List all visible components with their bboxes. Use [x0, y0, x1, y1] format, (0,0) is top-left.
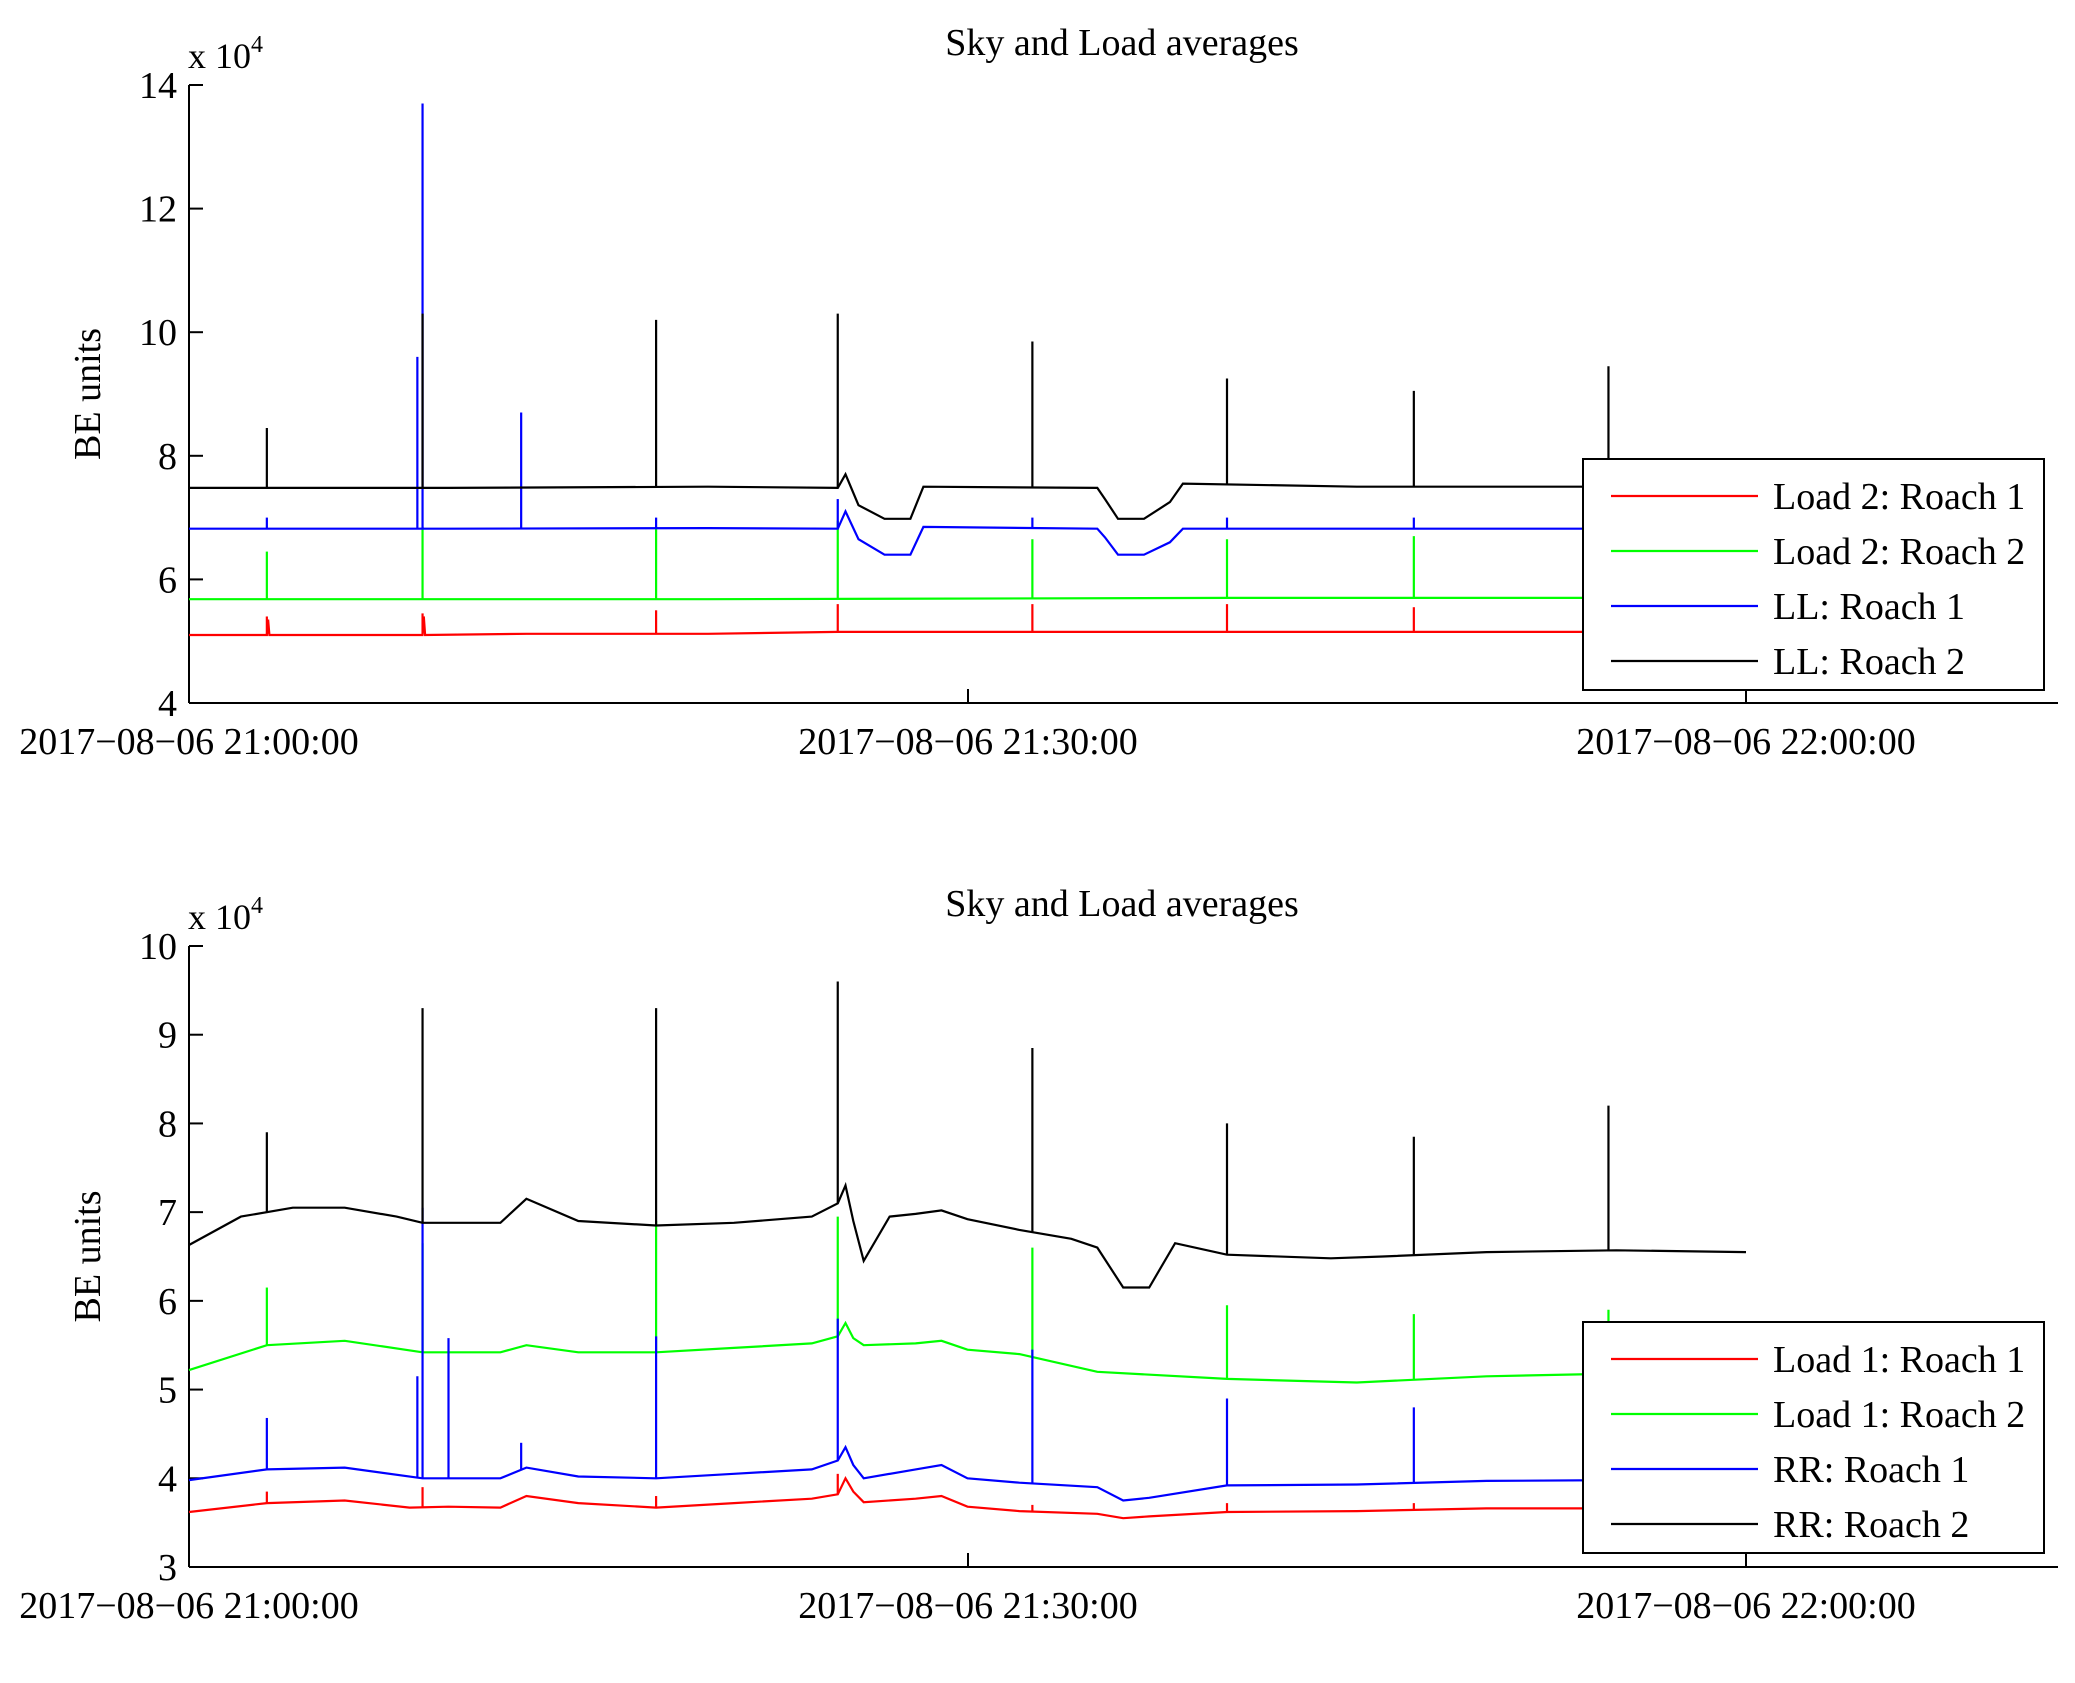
series-line	[188, 1320, 1746, 1384]
series-line	[189, 596, 1746, 601]
series-line	[189, 508, 1746, 556]
y-tick-label: 4	[158, 683, 177, 725]
x-tick-label: 2017−08−06 21:00:00	[19, 1585, 358, 1627]
chart-title: Sky and Load averages	[945, 883, 1299, 925]
series-line	[188, 1475, 1747, 1520]
x-tick-label: 2017−08−06 21:30:00	[798, 1585, 1137, 1627]
y-multiplier-exponent: 4	[251, 32, 263, 58]
legend-label: Load 1: Roach 2	[1773, 1394, 2025, 1436]
y-tick-label: 9	[158, 1015, 177, 1057]
legend-label: RR: Roach 1	[1773, 1449, 1969, 1491]
legend-label: Load 1: Roach 1	[1773, 1339, 2025, 1381]
series-line	[188, 1444, 1746, 1502]
legend: Load 1: Roach 1 Load 1: Roach 2 RR: Roach …	[1582, 1321, 2045, 1554]
y-tick-label: 6	[158, 559, 177, 601]
legend-label: LL: Roach 2	[1773, 641, 1965, 683]
legend: Load 2: Roach 1 Load 2: Roach 2 LL: Roach …	[1582, 458, 2045, 691]
y-axis-label: BE units	[67, 328, 109, 460]
y-tick-label: 8	[158, 1103, 177, 1145]
y-multiplier: x 104	[188, 32, 263, 76]
y-axis-label: BE units	[67, 1191, 109, 1323]
series-line	[188, 1181, 1747, 1289]
chart-title: Sky and Load averages	[945, 22, 1299, 64]
y-tick-label: 14	[139, 65, 177, 107]
y-tick-label: 4	[158, 1458, 177, 1500]
y-multiplier: x 104	[188, 893, 263, 937]
y-tick-label: 10	[139, 926, 177, 968]
y-multiplier-base: x 10	[188, 897, 251, 937]
y-tick-label: 5	[158, 1370, 177, 1412]
series-2	[189, 520, 1746, 601]
y-multiplier-base: x 10	[188, 36, 251, 76]
legend-label: Load 2: Roach 2	[1773, 531, 2025, 573]
legend-box	[1582, 1321, 2045, 1554]
y-tick-label: 12	[139, 189, 177, 231]
x-tick-label: 2017−08−06 22:00:00	[1576, 1585, 1915, 1627]
series-line	[189, 616, 1746, 637]
y-tick-label: 7	[158, 1192, 177, 1234]
y-multiplier-exponent: 4	[251, 893, 263, 919]
x-tick-label: 2017−08−06 21:30:00	[798, 721, 1137, 763]
legend-label: LL: Roach 1	[1773, 586, 1965, 628]
series-line	[189, 471, 1746, 520]
series-1	[188, 1473, 1747, 1520]
x-tick-label: 2017−08−06 21:00:00	[19, 721, 358, 763]
legend-label: RR: Roach 2	[1773, 1504, 1969, 1546]
y-tick-label: 3	[158, 1547, 177, 1589]
x-tick-label: 2017−08−06 22:00:00	[1576, 721, 1915, 763]
legend-box	[1582, 458, 2045, 691]
y-tick-label: 6	[158, 1281, 177, 1323]
y-tick-label: 10	[139, 312, 177, 354]
legend-label: Load 2: Roach 1	[1773, 476, 2025, 518]
series-4	[188, 981, 1747, 1289]
y-tick-label: 8	[158, 436, 177, 478]
series-3	[188, 1207, 1746, 1502]
series-4	[189, 313, 1746, 520]
series-1	[189, 604, 1746, 637]
